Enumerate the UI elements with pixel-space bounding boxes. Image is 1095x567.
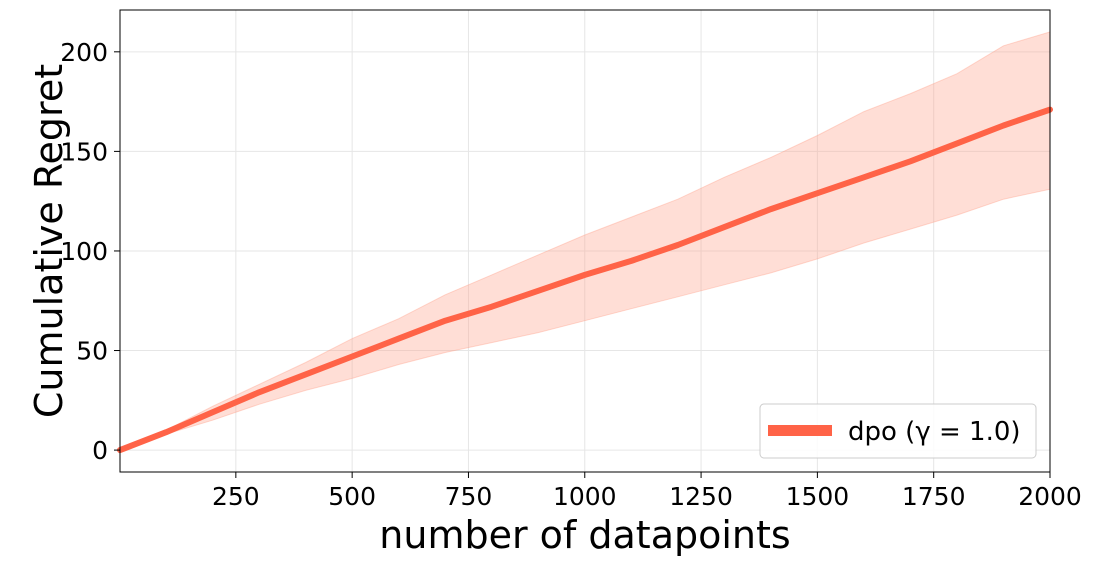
y-axis-ticks: 0 50 100 150 200 [60, 38, 120, 465]
legend-swatch [768, 425, 832, 436]
grid-layer [120, 10, 1051, 472]
x-tick-label: 500 [328, 482, 376, 511]
line-layer [117, 106, 1053, 454]
x-tick-label: 1500 [786, 482, 850, 511]
x-axis-ticks: 250 500 750 1000 1250 1500 1750 2000 [212, 472, 1082, 511]
x-tick-label: 1750 [902, 482, 966, 511]
x-tick-label: 250 [212, 482, 260, 511]
legend-box [759, 403, 1037, 459]
x-tick-label: 1250 [669, 482, 733, 511]
y-tick-label: 0 [92, 436, 108, 465]
legend: dpo (γ = 1.0) [759, 403, 1037, 459]
x-tick-label: 1000 [553, 482, 617, 511]
x-tick-label: 750 [445, 482, 493, 511]
legend-label: dpo (γ = 1.0) [848, 417, 1021, 447]
x-tick-label: 2000 [1018, 482, 1082, 511]
y-tick-label: 100 [60, 237, 108, 266]
y-axis-title: Cumulative Regret [27, 64, 71, 418]
x-axis-title: number of datapoints [379, 513, 790, 557]
y-tick-label: 200 [60, 38, 108, 67]
y-tick-label: 50 [76, 337, 108, 366]
y-tick-label: 150 [60, 137, 108, 166]
series-line [117, 106, 1053, 454]
